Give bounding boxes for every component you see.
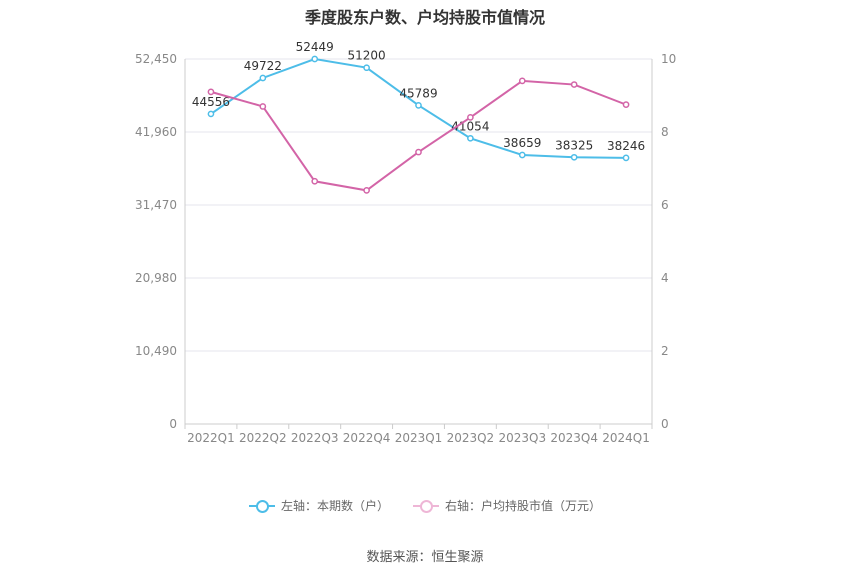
- data-label: 38659: [503, 136, 541, 150]
- data-point-avg-value: [363, 187, 370, 194]
- right-axis-tick-label: 10: [661, 52, 676, 66]
- right-axis-tick-label: 4: [661, 271, 669, 285]
- x-axis-tick-label: 2023Q2: [447, 431, 495, 445]
- x-axis-tick-label: 2022Q3: [291, 431, 339, 445]
- data-point-holders: [311, 55, 319, 63]
- data-label: 44556: [192, 95, 230, 109]
- legend-item-left[interactable]: 左轴：本期数（户）: [248, 497, 389, 514]
- x-axis-tick-label: 2022Q4: [343, 431, 391, 445]
- left-axis-tick-label: 10,490: [135, 344, 177, 358]
- source-note: 数据来源：恒生聚源: [366, 550, 484, 565]
- data-point-holders: [207, 110, 215, 118]
- x-axis-tick-label: 2022Q2: [239, 431, 287, 445]
- data-point-avg-value: [207, 88, 215, 96]
- data-point-avg-value: [259, 103, 267, 110]
- data-point-holders: [363, 64, 370, 72]
- left-axis-tick-label: 31,470: [135, 198, 177, 212]
- data-label: 52449: [296, 40, 334, 54]
- data-point-avg-value: [467, 114, 474, 121]
- data-point-avg-value: [622, 101, 630, 108]
- left-axis-tick-label: 41,960: [135, 125, 177, 139]
- data-label: 38325: [555, 138, 593, 152]
- data-label: 51200: [348, 49, 386, 63]
- data-point-avg-value: [518, 77, 526, 85]
- left-axis-tick-label: 20,980: [135, 271, 177, 285]
- x-axis-tick-label: 2024Q1: [602, 431, 650, 445]
- right-axis-tick-label: 2: [661, 344, 669, 358]
- left-axis-tick-label: 0: [169, 417, 177, 431]
- data-point-holders: [259, 74, 267, 82]
- data-point-holders: [622, 154, 630, 162]
- legend-label-right: 右轴：户均持股市值（万元）: [445, 499, 602, 513]
- legend-label-left: 左轴：本期数（户）: [280, 499, 389, 513]
- legend-swatch-right: [413, 499, 439, 513]
- x-axis-tick-label: 2023Q3: [498, 431, 546, 445]
- legend-item-right[interactable]: 右轴：户均持股市值（万元）: [413, 497, 601, 514]
- right-axis-tick-label: 0: [661, 417, 669, 431]
- data-label: 45789: [399, 86, 437, 100]
- data-point-holders: [518, 151, 526, 159]
- right-axis-tick-label: 8: [661, 125, 669, 139]
- data-point-avg-value: [570, 81, 578, 88]
- data-label: 38246: [607, 139, 645, 153]
- x-axis-tick-label: 2023Q1: [395, 431, 443, 445]
- chart-title: 季度股东户数、户均持股市值情况: [304, 8, 545, 27]
- x-axis-tick-label: 2022Q1: [187, 431, 235, 445]
- data-point-avg-value: [311, 177, 319, 185]
- legend: 左轴：本期数（户） 右轴：户均持股市值（万元）: [0, 497, 850, 514]
- data-point-holders: [570, 153, 578, 161]
- x-axis-tick-label: 2023Q4: [550, 431, 598, 445]
- data-point-holders: [415, 102, 422, 109]
- right-axis-tick-label: 6: [661, 198, 669, 212]
- data-point-avg-value: [415, 148, 422, 156]
- left-axis-tick-label: 52,450: [135, 52, 177, 66]
- data-label: 49722: [244, 59, 282, 73]
- data-point-holders: [467, 134, 474, 142]
- legend-swatch-left: [248, 499, 275, 513]
